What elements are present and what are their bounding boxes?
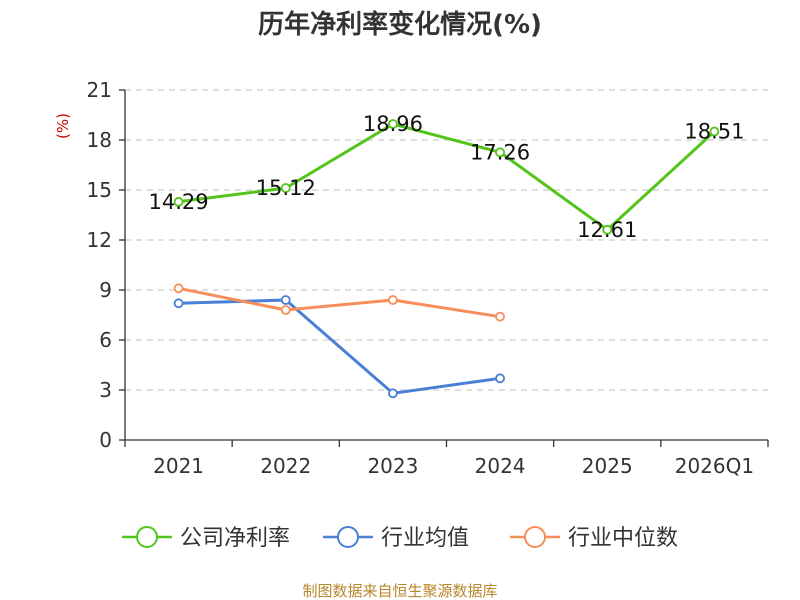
legend-label: 行业中位数 (568, 526, 678, 551)
y-tick-label: 18 (87, 128, 112, 152)
legend-label: 公司净利率 (180, 526, 290, 551)
y-tick-label: 0 (99, 428, 112, 452)
data-label: 15.12 (256, 176, 316, 200)
data-point (173, 298, 184, 309)
data-point (280, 295, 291, 305)
chart-title: 历年净利率变化情况(%) (258, 9, 542, 40)
data-point (280, 305, 291, 315)
data-point (280, 183, 291, 193)
legend[interactable]: 公司净利率 行业均值 行业中位数 (122, 526, 678, 551)
data-label: 17.26 (470, 140, 530, 164)
legend-marker (136, 526, 158, 548)
y-axis-unit-label: (%) (54, 113, 72, 139)
y-tick-label: 21 (87, 78, 112, 102)
y-tick-label: 15 (87, 178, 112, 202)
data-point (495, 147, 505, 158)
data-label: 12.61 (577, 218, 637, 242)
x-tick-label: 2025 (582, 454, 633, 478)
data-point (388, 295, 398, 305)
y-tick-label: 9 (99, 278, 112, 302)
y-tick-label: 6 (99, 328, 112, 352)
y-tick-label: 12 (87, 228, 112, 252)
legend-marker (337, 526, 359, 548)
data-point (495, 311, 505, 322)
data-point (602, 224, 613, 235)
data-point (709, 126, 720, 137)
source-note: 制图数据来自恒生聚源数据库 (302, 582, 497, 600)
axes (124, 90, 768, 441)
data-point (388, 119, 398, 129)
legend-label: 行业均值 (381, 526, 469, 551)
data-labels: 14.29 15.12 18.96 17.26 12.61 18.51 (149, 112, 745, 242)
data-point (173, 283, 184, 294)
x-tick-label: 2024 (475, 454, 526, 478)
data-label: 14.29 (149, 190, 209, 214)
data-point (173, 196, 184, 207)
gridlines (125, 89, 768, 391)
x-tick-label: 2022 (260, 454, 311, 478)
series-line-1 (178, 298, 501, 395)
x-tick-label: 2026Q1 (675, 454, 754, 478)
data-label: 18.51 (684, 120, 744, 144)
data-point (495, 373, 505, 384)
y-tick-label: 3 (99, 378, 112, 402)
series-line-0 (178, 122, 716, 232)
legend-marker (524, 526, 546, 548)
x-axis-ticks: 2021 2022 2023 2024 2025 2026Q1 (124, 440, 769, 478)
data-point (388, 388, 398, 399)
series-line-2 (178, 286, 501, 319)
y-axis-ticks: 0 3 6 9 12 15 18 21 (87, 78, 125, 452)
legend-item-0[interactable]: 公司净利率 (122, 526, 290, 551)
legend-item-1[interactable]: 行业均值 (323, 526, 469, 551)
series-group (173, 119, 720, 399)
x-tick-label: 2023 (367, 454, 418, 478)
legend-item-2[interactable]: 行业中位数 (510, 526, 678, 551)
data-label: 18.96 (363, 112, 423, 136)
x-tick-label: 2021 (153, 454, 204, 478)
